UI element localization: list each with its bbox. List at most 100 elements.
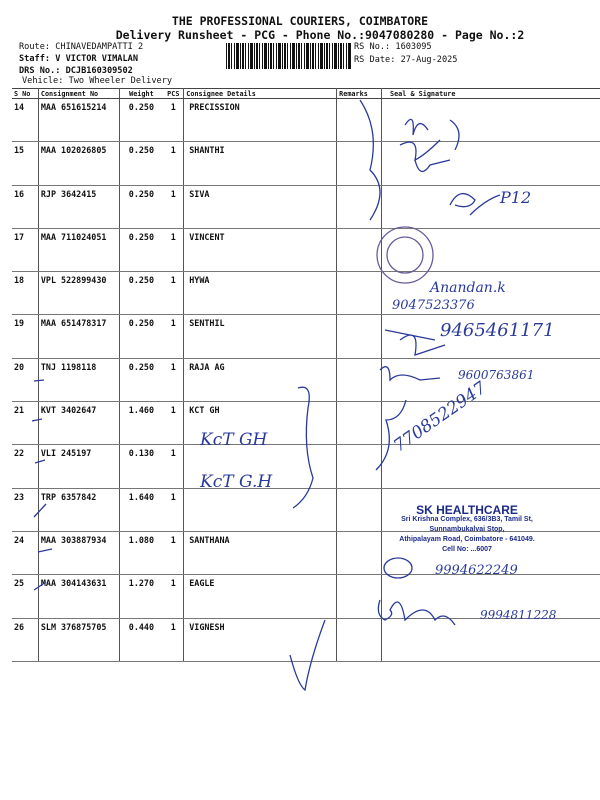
col-weight: Weight	[119, 88, 164, 99]
sno-cell: 21	[12, 401, 39, 446]
consignee-cell: SHANTHI	[183, 141, 338, 186]
stamp-line-3: Athipalayam Road, Coimbatore - 641049.	[399, 536, 535, 543]
seal-signature-cell	[381, 228, 600, 273]
table-row: 23 TRP 6357842 1.640 1	[12, 488, 600, 532]
seal-signature-cell	[381, 618, 600, 662]
weight-cell: 0.250	[119, 228, 164, 273]
round-seal-icon	[376, 226, 434, 284]
weight-cell: 1.460	[119, 401, 164, 446]
handwritten-phone-1: 9047523376	[392, 298, 475, 313]
barcode	[226, 43, 351, 69]
sno-cell: 14	[12, 98, 39, 143]
consignee-cell: HYWA	[183, 271, 338, 316]
consignee-cell: RAJA AG	[183, 358, 338, 403]
weight-cell: 1.640	[119, 488, 164, 532]
remarks-cell	[336, 141, 382, 186]
pcs-cell: 1	[163, 618, 185, 662]
seal-signature-cell	[381, 141, 600, 186]
signature-stroke	[384, 329, 446, 356]
pcs-cell: 1	[163, 141, 185, 186]
consignee-cell: SENTHIL	[183, 314, 338, 359]
consignment-cell: MAA 102026805	[38, 141, 120, 186]
table-row: 21 KVT 3402647 1.460 1 KCT GH	[12, 401, 600, 446]
remarks-cell	[336, 531, 382, 576]
sno-cell: 19	[12, 314, 39, 359]
table-row: 17 MAA 711024051 0.250 1 VINCENT	[12, 228, 600, 273]
col-remarks: Remarks	[336, 88, 382, 99]
remarks-cell	[336, 185, 382, 229]
weight-cell: 0.250	[119, 98, 164, 143]
sno-cell: 15	[12, 141, 39, 186]
remarks-cell	[336, 358, 382, 403]
col-sno: S No	[12, 88, 39, 99]
consignee-cell: VIGNESH	[183, 618, 338, 662]
seal-signature-cell	[381, 401, 600, 446]
tick-stroke	[31, 379, 53, 591]
seal-signature-cell	[381, 358, 600, 403]
handwritten-phone-2: 9465461171	[440, 320, 555, 341]
handwritten-phone-6: 9994811228	[480, 608, 557, 622]
table-row: 14 MAA 651615214 0.250 1 PRECISSION	[12, 98, 600, 143]
consignment-cell: TNJ 1198118	[38, 358, 120, 403]
pcs-cell: 1	[163, 444, 185, 489]
sno-cell: 25	[12, 574, 39, 619]
table-row: 22 VLI 245197 0.130 1	[12, 444, 600, 489]
handwritten-p12: P12	[500, 188, 532, 207]
signature-stroke	[383, 557, 413, 579]
runsheet-table: S No Consignment No Weight PCS Consignee…	[12, 88, 600, 662]
remarks-cell	[336, 314, 382, 359]
sno-cell: 24	[12, 531, 39, 576]
stamp-name: SK HEALTHCARE	[416, 503, 518, 517]
consignee-cell: KCT GH	[183, 401, 338, 446]
pcs-cell: 1	[163, 358, 185, 403]
table-row: 26 SLM 376875705 0.440 1 VIGNESH	[12, 618, 600, 662]
signature-stroke	[377, 599, 456, 626]
table-row: 24 MAA 303887934 1.080 1 SANTHANA	[12, 531, 600, 576]
remarks-cell	[336, 271, 382, 316]
stamp-line-1: Sri Krishna Complex, 636/3B3, Tamil St,	[401, 516, 533, 523]
route: Route: CHINAVEDAMPATTI 2	[19, 42, 144, 52]
col-consignee: Consignee Details	[183, 88, 338, 99]
remarks-cell	[336, 574, 382, 619]
seal-signature-cell	[381, 98, 600, 143]
table-row: 20 TNJ 1198118 0.250 1 RAJA AG	[12, 358, 600, 403]
company-title: THE PROFESSIONAL COURIERS, COIMBATORE	[171, 14, 429, 28]
pcs-cell: 1	[163, 574, 185, 619]
signature-stroke	[449, 193, 501, 216]
stamp-line-2: Sunnambukalvai Stop,	[429, 526, 505, 533]
table-row: 15 MAA 102026805 0.250 1 SHANTHI	[12, 141, 600, 186]
consignment-cell: MAA 711024051	[38, 228, 120, 273]
remarks-cell	[336, 488, 382, 532]
col-seal: Seal & Signature	[381, 88, 600, 99]
consignee-cell: PRECISSION	[183, 98, 338, 143]
consignment-cell: MAA 651615214	[38, 98, 120, 143]
sno-cell: 23	[12, 488, 39, 532]
weight-cell: 0.250	[119, 185, 164, 229]
table-row: 25 MAA 304143631 1.270 1 EAGLE	[12, 574, 600, 619]
handwritten-phone-3: 9600763861	[458, 368, 535, 382]
consignee-cell: SANTHANA	[183, 531, 338, 576]
col-pcs: PCS	[163, 88, 185, 99]
signature-stroke	[379, 366, 441, 382]
signature-stroke	[375, 399, 407, 471]
consignment-cell: MAA 304143631	[38, 574, 120, 619]
sno-cell: 26	[12, 618, 39, 662]
remarks-cell	[336, 444, 382, 489]
pcs-cell: 1	[163, 185, 185, 229]
pcs-cell: 1	[163, 228, 185, 273]
handwritten-phone-5: 9994622249	[435, 563, 518, 578]
weight-cell: 0.250	[119, 358, 164, 403]
weight-cell: 0.250	[119, 314, 164, 359]
signature-stroke	[359, 99, 381, 221]
seal-signature-cell	[381, 444, 600, 489]
rs-date: RS Date: 27-Aug-2025	[354, 55, 458, 65]
sno-cell: 20	[12, 358, 39, 403]
pcs-cell: 1	[163, 98, 185, 143]
signature-stroke	[414, 119, 460, 172]
stamp-line-4: Cell No: ...6007	[442, 546, 492, 553]
pcs-cell: 1	[163, 531, 185, 576]
consignment-cell: KVT 3402647	[38, 401, 120, 446]
pcs-cell: 1	[163, 401, 185, 446]
consignment-cell: MAA 303887934	[38, 531, 120, 576]
weight-cell: 0.250	[119, 271, 164, 316]
